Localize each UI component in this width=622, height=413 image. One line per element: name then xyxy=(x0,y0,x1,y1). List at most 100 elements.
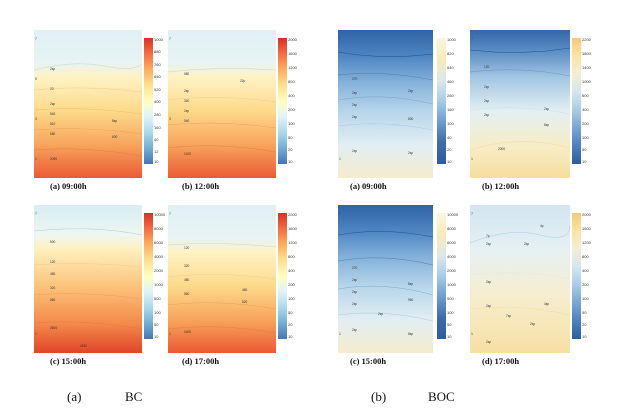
contour-map: 7 1 270 2sp 2sp 2sp 2sp 2sp 8sp 960 8sp xyxy=(338,205,433,353)
svg-text:270: 270 xyxy=(352,77,358,81)
colorbar-tick: 10 xyxy=(582,334,587,339)
svg-text:3: 3 xyxy=(169,117,171,121)
svg-text:830: 830 xyxy=(408,117,414,121)
svg-text:500: 500 xyxy=(50,240,56,244)
panel-caption: (d) 17:00h xyxy=(482,356,520,366)
colorbar-tick: 10 xyxy=(288,334,293,339)
panel-caption: (c) 15:00h xyxy=(50,356,87,366)
svg-text:320: 320 xyxy=(50,286,56,290)
colorbar-labels: 1000 820 640 460 280 160 100 40 20 10 xyxy=(447,38,461,164)
colorbar-labels: 10000 8000 6000 4000 2000 1000 500 100 5… xyxy=(154,213,168,339)
boc-panel-c: 7 1 270 2sp 2sp 2sp 2sp 2sp 8sp 960 8sp 1… xyxy=(330,205,465,366)
svg-text:2sp: 2sp xyxy=(530,322,535,326)
colorbar-tick: 400 xyxy=(288,268,295,273)
colorbar-tick: 8000 xyxy=(154,226,163,231)
colorbar-tick: 50 xyxy=(447,322,452,327)
colorbar-tick: 760 xyxy=(154,62,161,67)
colorbar-tick: 100 xyxy=(447,310,454,315)
colorbar xyxy=(572,213,581,339)
svg-text:2000: 2000 xyxy=(498,147,505,151)
svg-text:510: 510 xyxy=(50,122,56,126)
colorbar-tick: 50 xyxy=(582,147,587,152)
contour-map: 7 1 120 2sp 2sp 2sp 2000 2sp 8sp xyxy=(470,30,570,178)
colorbar-tick: 800 xyxy=(582,254,589,259)
svg-text:22p: 22p xyxy=(240,79,246,83)
boc-panel-d: 7 1 7p 2sp 4p 2sp 2sp 2sp 7sp 2sp 4sp 2sp… xyxy=(462,205,602,366)
colorbar-tick: 1000 xyxy=(154,282,163,287)
colorbar-tick: 6000 xyxy=(447,240,456,245)
boc-map-a-svg: 7 1 270 2sp 2sp 2sp 2sp 2sp 830 2sp xyxy=(338,30,433,178)
svg-text:3: 3 xyxy=(35,117,37,121)
group-name-boc: BOC xyxy=(428,389,455,404)
colorbar-tick: 640 xyxy=(447,65,454,70)
svg-text:7: 7 xyxy=(471,37,473,41)
svg-text:1: 1 xyxy=(471,157,473,161)
panel-caption: (c) 15:00h xyxy=(350,356,387,366)
colorbar-labels: 2200 1800 1400 1000 600 400 200 100 50 1… xyxy=(582,38,598,164)
svg-text:1: 1 xyxy=(35,332,37,336)
svg-text:5: 5 xyxy=(35,77,37,81)
svg-text:2sp: 2sp xyxy=(408,89,413,93)
group-name-bc: BC xyxy=(125,389,143,404)
colorbar-tick: 600 xyxy=(582,93,589,98)
colorbar-tick: 40 xyxy=(154,137,159,142)
colorbar-tick: 10000 xyxy=(447,212,459,217)
colorbar xyxy=(278,213,287,339)
colorbar-tick: 200 xyxy=(582,282,589,287)
colorbar-tick: 12 xyxy=(154,149,159,154)
svg-text:540: 540 xyxy=(184,119,190,123)
group-letter-boc: (b) xyxy=(371,389,387,404)
svg-text:8sp: 8sp xyxy=(544,123,549,127)
svg-text:120: 120 xyxy=(50,260,56,264)
svg-text:4sp: 4sp xyxy=(544,302,549,306)
svg-text:2sp: 2sp xyxy=(184,89,189,93)
colorbar-tick: 400 xyxy=(154,99,161,104)
colorbar-tick: 800 xyxy=(288,79,295,84)
svg-text:2sp: 2sp xyxy=(544,107,549,111)
boc-map-d-svg: 7 1 7p 2sp 4p 2sp 2sp 2sp 7sp 2sp 4sp 2sp xyxy=(470,205,570,353)
colorbar-labels: 2000 1600 1200 800 400 200 100 50 20 10 xyxy=(288,213,302,339)
colorbar-tick: 1400 xyxy=(582,65,591,70)
colorbar-labels: 2000 1600 1200 800 400 200 100 50 20 10 xyxy=(582,213,598,339)
colorbar-tick: 50 xyxy=(288,310,293,315)
colorbar-tick: 2000 xyxy=(288,212,297,217)
svg-text:560: 560 xyxy=(50,298,56,302)
svg-text:7: 7 xyxy=(339,37,341,41)
colorbar-tick: 1600 xyxy=(582,226,591,231)
svg-text:340: 340 xyxy=(184,99,190,103)
colorbar-tick: 50 xyxy=(582,310,587,315)
colorbar-tick: 1200 xyxy=(288,65,297,70)
colorbar-tick: 1000 xyxy=(154,37,163,42)
svg-text:540: 540 xyxy=(50,112,56,116)
bc-map-c-svg: 7 1 500 120 480 320 560 2600 4240 xyxy=(34,205,142,353)
svg-text:2sp: 2sp xyxy=(408,151,413,155)
colorbar xyxy=(437,38,446,164)
svg-text:7sp: 7sp xyxy=(506,314,511,318)
panel-caption: (b) 12:00h xyxy=(482,181,520,191)
colorbar-tick: 1200 xyxy=(582,240,591,245)
colorbar-tick: 100 xyxy=(288,296,295,301)
svg-text:2sp: 2sp xyxy=(484,113,489,117)
colorbar-tick: 20 xyxy=(447,147,452,152)
group-letter-bc: (a) xyxy=(67,389,82,404)
svg-text:320: 320 xyxy=(184,264,190,268)
svg-text:2sp: 2sp xyxy=(352,278,357,282)
panel-caption: (b) 12:00h xyxy=(182,181,220,191)
colorbar-tick: 2000 xyxy=(288,37,297,42)
bc-map-d-svg: 7 1 120 320 480 560 1400 460 520 xyxy=(168,205,276,353)
colorbar-tick: 10 xyxy=(154,159,159,164)
svg-text:23: 23 xyxy=(50,87,54,91)
svg-text:1: 1 xyxy=(35,157,37,161)
colorbar-tick: 10 xyxy=(447,334,452,339)
colorbar-tick: 100 xyxy=(582,135,589,140)
svg-text:520: 520 xyxy=(242,300,248,304)
svg-text:120: 120 xyxy=(484,65,490,69)
colorbar-tick: 280 xyxy=(447,93,454,98)
colorbar-tick: 100 xyxy=(154,310,161,315)
colorbar-tick: 160 xyxy=(154,125,161,130)
colorbar-tick: 200 xyxy=(582,121,589,126)
colorbar-tick: 20 xyxy=(288,147,293,152)
colorbar-tick: 400 xyxy=(582,268,589,273)
svg-text:600: 600 xyxy=(112,135,118,139)
colorbar-tick: 1600 xyxy=(288,226,297,231)
